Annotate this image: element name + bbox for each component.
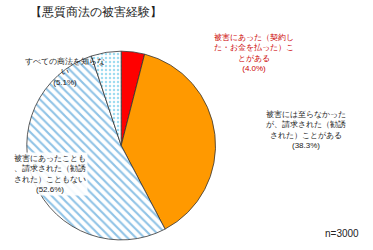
svg-text:被害にあったことも、請求された（勧誘された）こともない(52: 被害にあったことも、請求された（勧誘された）こともない(52.6%) [14, 154, 86, 194]
svg-text:n=3000: n=3000 [325, 228, 359, 239]
svg-text:すべての商法を知らない(5.1%): すべての商法を知らない(5.1%) [25, 57, 105, 87]
svg-text:【悪質商法の被害経験】: 【悪質商法の被害経験】 [30, 5, 162, 19]
svg-text:被害には至らなかったが、請求された（勧誘された）ことがある(: 被害には至らなかったが、請求された（勧誘された）ことがある(38.3%) [266, 110, 346, 150]
svg-text:被害にあった（契約した・お金を払った）ことがある(4.0%): 被害にあった（契約した・お金を払った）ことがある(4.0%) [214, 33, 294, 73]
